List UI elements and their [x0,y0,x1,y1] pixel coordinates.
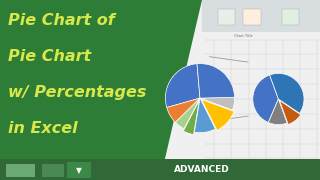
Wedge shape [200,97,235,110]
Bar [6,164,35,177]
Text: Chart Title: Chart Title [234,34,252,38]
Wedge shape [175,98,200,129]
Wedge shape [183,100,199,134]
Bar [282,9,299,25]
Bar [42,164,64,177]
Wedge shape [167,98,200,122]
Bar [218,9,235,25]
Wedge shape [194,98,215,133]
Wedge shape [270,73,304,113]
Wedge shape [165,64,200,107]
Bar [243,9,261,25]
Wedge shape [268,99,287,125]
Wedge shape [197,64,235,98]
Text: in Excel: in Excel [8,121,78,136]
Bar [67,162,91,178]
Text: w/ Percentages: w/ Percentages [8,85,146,100]
Bar [160,0,320,180]
Wedge shape [202,100,234,130]
Wedge shape [253,75,278,123]
Bar [202,0,320,32]
Text: ▼: ▼ [76,166,82,175]
Text: Pie Chart of: Pie Chart of [8,13,115,28]
Wedge shape [279,100,301,124]
Text: Pie Chart: Pie Chart [8,49,91,64]
Text: ADVANCED: ADVANCED [174,165,229,174]
Bar [0,159,320,180]
Polygon shape [160,0,202,180]
